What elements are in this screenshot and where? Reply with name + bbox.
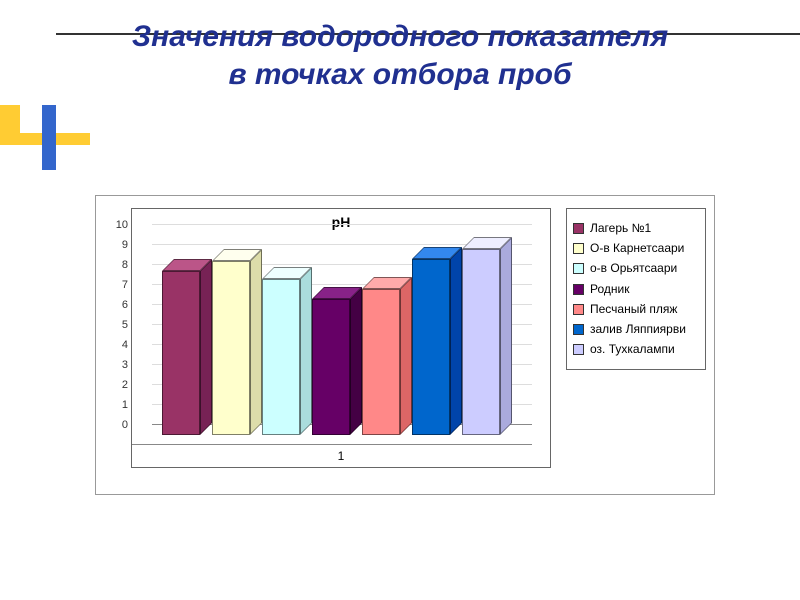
bars-group — [162, 235, 532, 435]
y-tick: 2 — [108, 379, 128, 391]
legend-label: о-в Орьятсаари — [590, 262, 677, 275]
legend-item: залив Ляппиярви — [573, 323, 699, 336]
legend-item: Родник — [573, 283, 699, 296]
y-tick: 0 — [108, 419, 128, 431]
y-tick: 5 — [108, 319, 128, 331]
legend-item: о-в Орьятсаари — [573, 262, 699, 275]
plot-area: pH 012345678910 1 — [131, 208, 551, 468]
y-tick: 1 — [108, 399, 128, 411]
legend-swatch — [573, 304, 584, 315]
bar — [412, 259, 450, 435]
legend-item: Лагерь №1 — [573, 222, 699, 235]
legend-item: О-в Карнетсаари — [573, 242, 699, 255]
slide-title: Значения водородного показателя в точках… — [0, 18, 800, 93]
gridline — [152, 224, 532, 225]
y-tick: 4 — [108, 339, 128, 351]
legend-swatch — [573, 263, 584, 274]
legend-label: Лагерь №1 — [590, 222, 651, 235]
y-tick: 3 — [108, 359, 128, 371]
bar — [262, 279, 300, 435]
bar — [212, 261, 250, 435]
y-tick: 6 — [108, 299, 128, 311]
title-line-2: в точках отбора проб — [0, 56, 800, 94]
y-tick: 9 — [108, 239, 128, 251]
legend-item: Песчаный пляж — [573, 303, 699, 316]
y-tick: 7 — [108, 279, 128, 291]
bar — [462, 249, 500, 435]
legend-swatch — [573, 243, 584, 254]
legend: Лагерь №1 О-в Карнетсаари о-в Орьятсаари Ро… — [566, 208, 706, 370]
chart-container: pH 012345678910 1 Лагерь №1О-в Карнетсаа… — [95, 195, 715, 495]
legend-item: оз. Тухкалампи — [573, 343, 699, 356]
floor-front — [132, 444, 532, 445]
bar — [312, 299, 350, 435]
legend-swatch — [573, 344, 584, 355]
bar — [162, 271, 200, 435]
y-tick: 10 — [108, 219, 128, 231]
bar — [362, 289, 400, 435]
legend-swatch — [573, 223, 584, 234]
x-axis-label: 1 — [132, 449, 550, 463]
slide-decoration — [0, 105, 120, 175]
legend-label: залив Ляппиярви — [590, 323, 686, 336]
legend-label: Родник — [590, 283, 629, 296]
y-tick: 8 — [108, 259, 128, 271]
legend-label: Песчаный пляж — [590, 303, 677, 316]
legend-label: О-в Карнетсаари — [590, 242, 684, 255]
legend-label: оз. Тухкалампи — [590, 343, 675, 356]
chart-title: pH — [132, 214, 550, 230]
title-line-1: Значения водородного показателя — [0, 18, 800, 56]
legend-swatch — [573, 284, 584, 295]
legend-swatch — [573, 324, 584, 335]
